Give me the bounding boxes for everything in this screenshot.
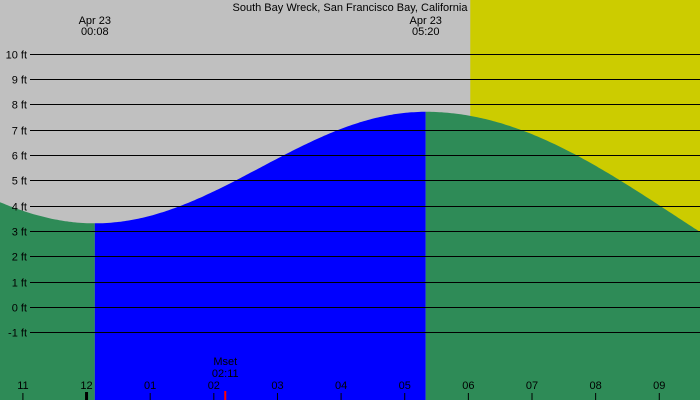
extreme-date: Apr 23 — [410, 15, 442, 27]
chart-title: South Bay Wreck, San Francisco Bay, Cali… — [233, 2, 469, 14]
y-tick-label: -1 ft — [8, 328, 27, 340]
rising-tide-segment — [94, 111, 426, 400]
event-label: Mset — [213, 356, 237, 368]
hour-tick-label: 08 — [590, 380, 602, 392]
falling-tide-segment — [425, 111, 700, 400]
y-tick-label: 3 ft — [12, 227, 27, 239]
hour-tick-label: 06 — [462, 380, 474, 392]
hour-tick-label: 12 — [80, 380, 92, 392]
current-time-marker — [85, 392, 89, 400]
hour-tick-label: 07 — [526, 380, 538, 392]
y-tick-label: 5 ft — [12, 176, 27, 188]
y-tick-label: 4 ft — [12, 202, 27, 214]
extreme-time: 05:20 — [412, 26, 440, 38]
hour-tick-label: 09 — [653, 380, 665, 392]
hour-tick-label: 04 — [335, 380, 347, 392]
y-tick-label: 1 ft — [12, 278, 27, 290]
y-tick-label: 9 ft — [12, 75, 27, 87]
hour-tick-label: 01 — [144, 380, 156, 392]
height-axis-labels: -1 ft 0 ft 1 ft 2 ft 3 ft 4 ft 5 ft 6 ft 7 ft 8 f… — [6, 50, 27, 340]
hour-axis: 11 12 01 02 03 04 05 06 07 08 09 — [17, 380, 665, 400]
y-tick-label: 2 ft — [12, 252, 27, 264]
event-time: 02:11 — [212, 368, 239, 380]
event-marker — [224, 391, 227, 400]
y-tick-label: 0 ft — [12, 303, 27, 315]
y-tick-label: 7 ft — [12, 126, 27, 138]
extreme-time: 00:08 — [81, 26, 109, 38]
hour-tick-label: 02 — [208, 380, 220, 392]
falling-tide-segment — [0, 202, 95, 400]
y-tick-label: 10 ft — [6, 50, 27, 62]
height-gridlines — [30, 54, 700, 333]
y-tick-label: 8 ft — [12, 100, 27, 112]
tide-area — [0, 111, 700, 400]
hour-tick-label: 05 — [399, 380, 411, 392]
extreme-date: Apr 23 — [79, 15, 111, 27]
y-tick-label: 6 ft — [12, 151, 27, 163]
hour-tick-label: 11 — [17, 380, 28, 392]
hour-tick-label: 03 — [271, 380, 283, 392]
